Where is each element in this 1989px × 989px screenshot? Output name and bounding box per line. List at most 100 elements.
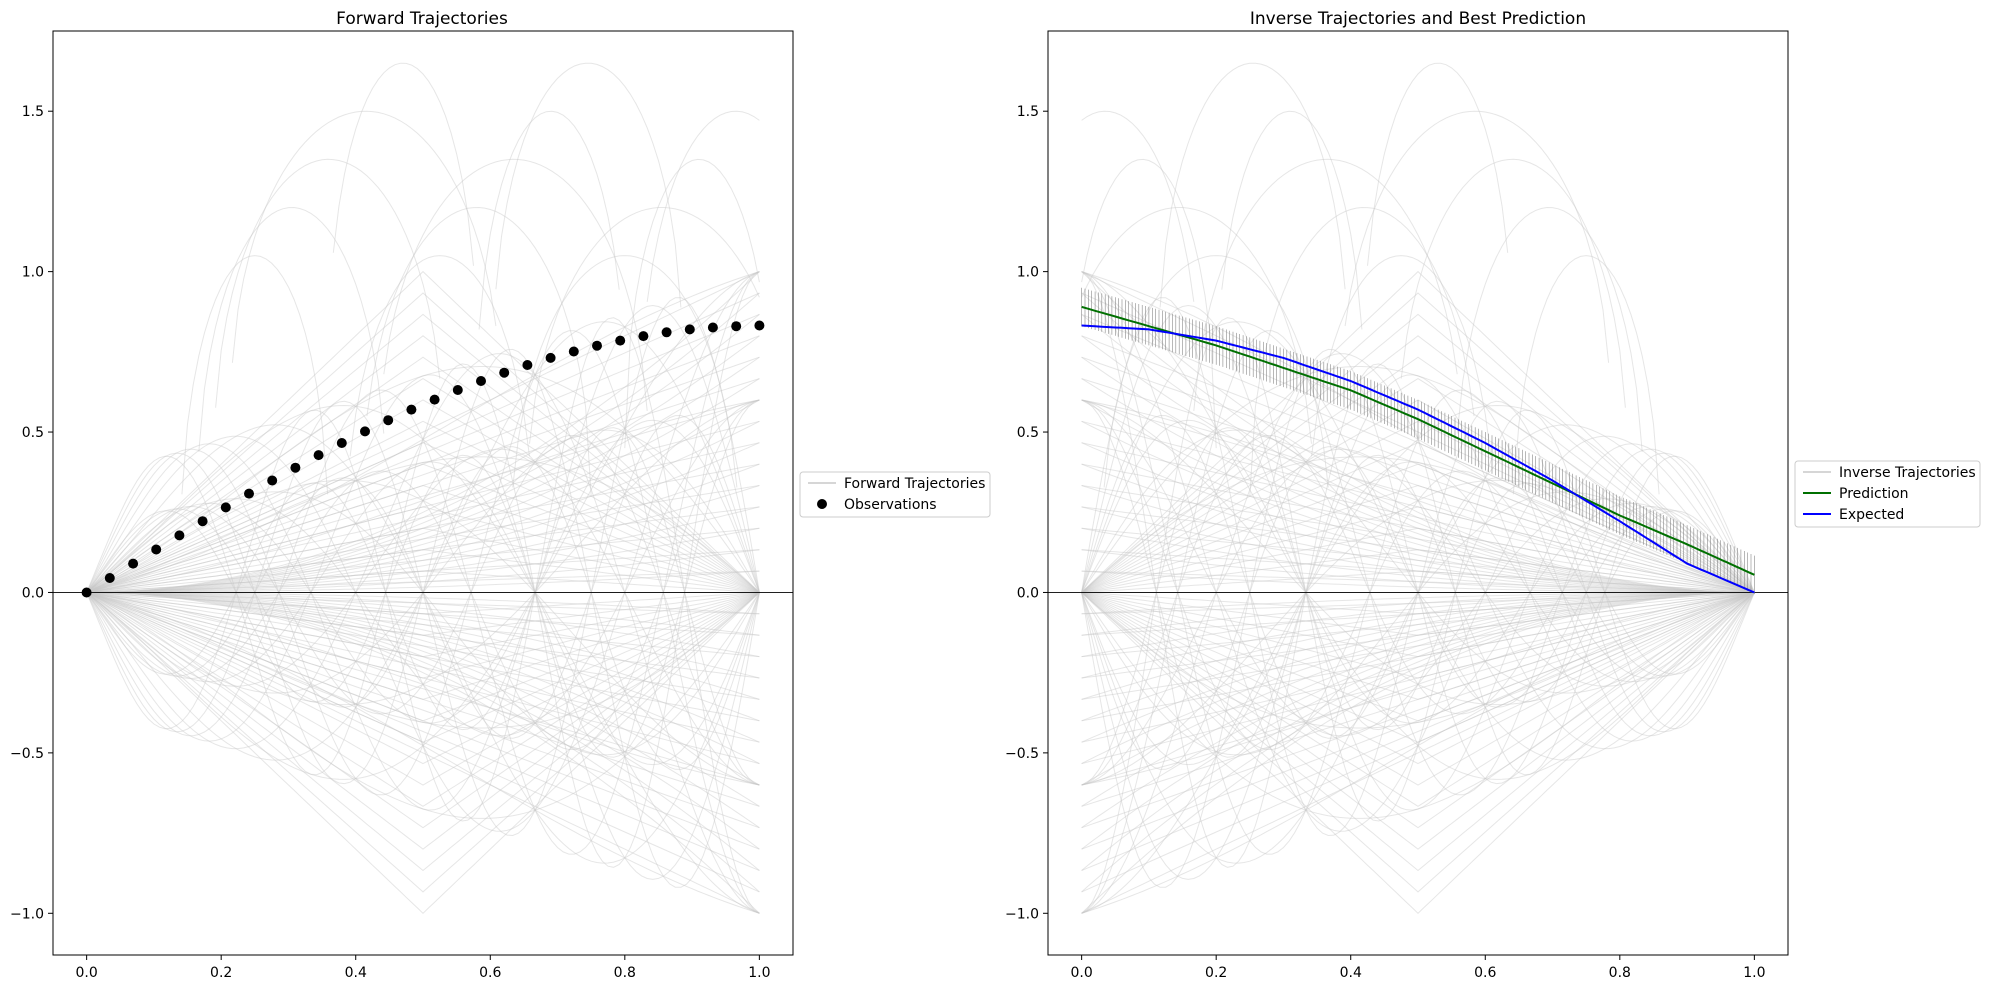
trajectory-line bbox=[1081, 399, 1755, 706]
trajectory-line bbox=[1081, 592, 1755, 658]
trajectory-line bbox=[215, 158, 441, 408]
trajectory-line bbox=[1081, 570, 1755, 593]
trajectory-line bbox=[86, 399, 760, 737]
trajectory-line bbox=[1081, 485, 1755, 593]
trajectory-line bbox=[1081, 549, 1755, 593]
trajectory-line bbox=[86, 592, 760, 743]
trajectory-line bbox=[86, 592, 760, 700]
legend-prediction-label: Prediction bbox=[1839, 486, 1909, 502]
right-legend-box bbox=[1794, 460, 1981, 528]
trajectory-line bbox=[86, 399, 760, 593]
trajectory-line bbox=[86, 330, 760, 914]
trajectory-line bbox=[1081, 399, 1755, 593]
trajectory-line bbox=[1081, 366, 1755, 593]
trajectory-line bbox=[86, 479, 760, 786]
legend-inverse-trajectories-label: Inverse Trajectories bbox=[1839, 465, 1976, 481]
trajectory-line bbox=[1081, 592, 1755, 829]
trajectory-line bbox=[86, 592, 760, 914]
y-tick-label: −0.5 bbox=[1005, 746, 1039, 762]
trajectory-line bbox=[1081, 592, 1755, 722]
trajectory-line bbox=[1081, 592, 1755, 658]
trajectory-line bbox=[198, 206, 385, 452]
observation-point bbox=[568, 346, 579, 357]
observation-point bbox=[244, 488, 254, 499]
trajectory-line bbox=[1081, 592, 1755, 765]
trajectory-line bbox=[86, 592, 760, 743]
trajectory-line bbox=[86, 463, 760, 593]
trajectory-line bbox=[86, 549, 760, 593]
trajectory-line bbox=[86, 592, 760, 658]
trajectory-line bbox=[366, 206, 592, 497]
trajectory-line bbox=[1512, 255, 1660, 495]
expected-line bbox=[1081, 324, 1755, 594]
trajectory-line bbox=[1081, 271, 1755, 855]
trajectory-line bbox=[86, 399, 760, 593]
trajectory-line bbox=[1081, 456, 1755, 593]
legend-observations-label: Observations bbox=[844, 497, 937, 513]
trajectory-line bbox=[86, 442, 760, 593]
observation-point bbox=[290, 462, 301, 473]
trajectory-line bbox=[1081, 592, 1755, 615]
trajectory-line bbox=[86, 419, 760, 724]
trajectory-line bbox=[1081, 549, 1755, 593]
trajectory-line bbox=[86, 271, 760, 593]
legend-observations-marker bbox=[817, 499, 827, 509]
trajectory-line bbox=[86, 378, 760, 593]
trajectory-line bbox=[86, 456, 760, 593]
trajectory-line bbox=[1081, 378, 1755, 593]
trajectory-line bbox=[1081, 110, 1195, 302]
observation-point bbox=[360, 426, 370, 437]
trajectory-line bbox=[1081, 330, 1755, 914]
trajectory-line bbox=[1081, 527, 1755, 593]
trajectory-line bbox=[1081, 463, 1755, 593]
trajectory-line bbox=[181, 255, 329, 495]
trajectory-line bbox=[1081, 592, 1755, 871]
trajectory-line bbox=[646, 110, 760, 302]
y-tick-label: −0.5 bbox=[10, 746, 44, 762]
trajectory-line bbox=[86, 592, 760, 871]
trajectory-line bbox=[1081, 461, 1755, 766]
left-chart-title: Forward Trajectories bbox=[336, 9, 508, 29]
x-tick-label: 0.2 bbox=[1205, 965, 1227, 981]
trajectory-line bbox=[1367, 62, 1509, 266]
y-tick-label: 0.0 bbox=[22, 585, 44, 601]
trajectory-line bbox=[1081, 399, 1755, 737]
x-tick-label: 1.0 bbox=[1743, 965, 1765, 981]
trajectory-line bbox=[1081, 485, 1755, 593]
trajectory-line bbox=[1081, 592, 1755, 829]
trajectory-line bbox=[86, 592, 760, 765]
trajectory-line bbox=[1081, 592, 1755, 893]
trajectory-line bbox=[86, 404, 760, 914]
trajectory-line bbox=[86, 592, 760, 722]
observation-point bbox=[592, 340, 602, 351]
trajectory-line bbox=[1081, 592, 1755, 807]
trajectory-line bbox=[86, 592, 760, 743]
trajectory-line bbox=[1081, 592, 1755, 829]
trajectory-line bbox=[86, 461, 760, 766]
trajectory-line bbox=[1081, 335, 1755, 593]
trajectory-line bbox=[86, 592, 760, 893]
trajectory-line bbox=[86, 485, 760, 593]
trajectory-line bbox=[1081, 592, 1755, 765]
trajectory-line bbox=[86, 592, 760, 786]
trajectory-line bbox=[86, 313, 760, 593]
trajectory-line bbox=[1081, 592, 1755, 850]
trajectory-line bbox=[1193, 158, 1458, 411]
trajectory-line bbox=[86, 506, 760, 593]
trajectory-line bbox=[1081, 292, 1755, 593]
trajectory-line bbox=[1081, 442, 1755, 593]
trajectory-line bbox=[86, 399, 760, 750]
right-chart-title: Inverse Trajectories and Best Prediction bbox=[1250, 9, 1586, 29]
legend-forward-trajectories-label: Forward Trajectories bbox=[844, 476, 985, 492]
trajectory-line bbox=[1081, 314, 1755, 593]
trajectory-line bbox=[86, 435, 760, 786]
trajectory-line bbox=[86, 592, 760, 636]
trajectory-line bbox=[1081, 484, 1755, 593]
x-tick-label: 0.0 bbox=[1071, 965, 1093, 981]
trajectory-line bbox=[1081, 592, 1755, 615]
trajectory-line bbox=[349, 255, 530, 457]
trajectory-line bbox=[86, 592, 760, 786]
y-tick-label: 0.5 bbox=[22, 425, 44, 441]
y-tick-label: 1.0 bbox=[1017, 265, 1039, 281]
